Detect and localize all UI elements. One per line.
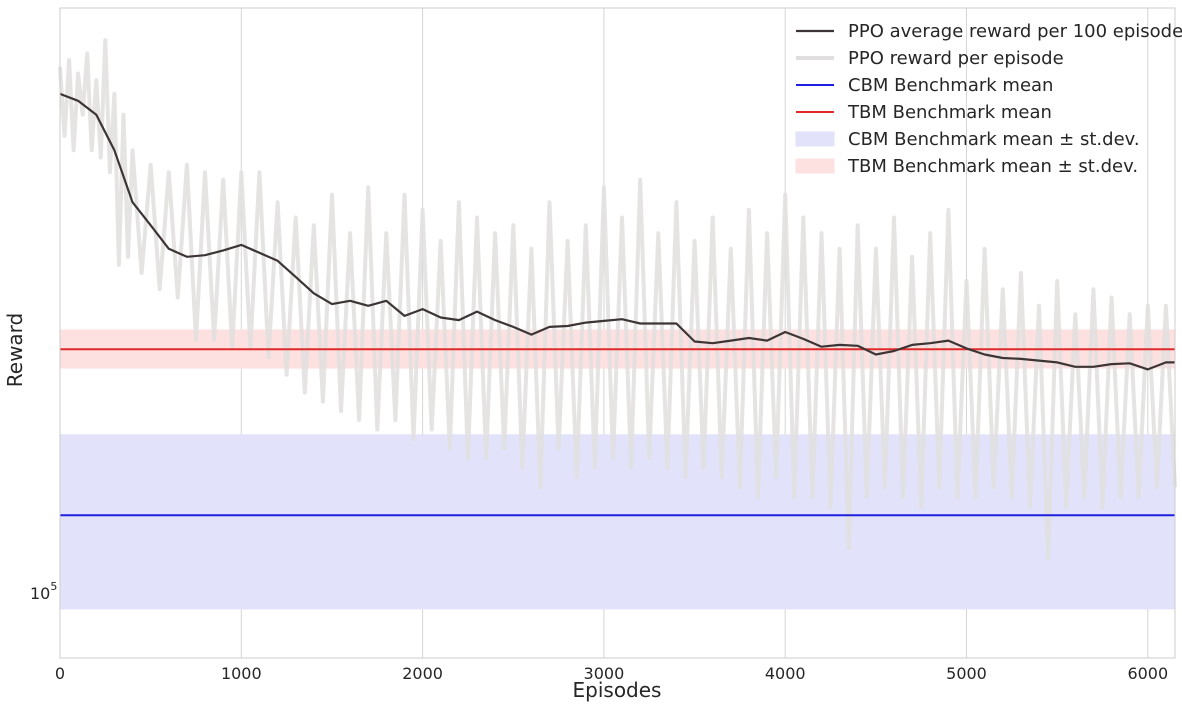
legend-tbm-band-swatch: [795, 158, 835, 174]
legend-ppo-average-label: PPO average reward per 100 episodes: [848, 21, 1182, 42]
legend: PPO average reward per 100 episodes PPO r…: [795, 21, 1182, 177]
x-tick-label: 4000: [765, 664, 806, 683]
benchmark-mean-lines: [60, 348, 1175, 517]
raw-series: [58, 38, 1177, 561]
legend-tbm-band-label: TBM Benchmark mean ± st.dev.: [847, 156, 1138, 177]
legend-cbm-band-swatch: [795, 131, 835, 147]
y-tick-label: 105: [30, 580, 57, 603]
x-tick-label: 0: [55, 664, 65, 683]
ppo-reward-per-episode-line: [58, 38, 1177, 561]
plot-frame: [59, 7, 1176, 659]
y-axis-label: Reward: [3, 313, 27, 387]
legend-tbm-mean-label: TBM Benchmark mean: [847, 102, 1052, 123]
x-tick-label: 2000: [402, 664, 443, 683]
legend-cbm-mean-label: CBM Benchmark mean: [848, 75, 1053, 96]
x-tick-labels: 0 1000 2000 3000 4000 5000 6000: [55, 664, 1168, 683]
x-tick-label: 1000: [221, 664, 262, 683]
x-tick-label: 6000: [1127, 664, 1168, 683]
x-axis-label: Episodes: [573, 678, 662, 702]
legend-ppo-per-episode-label: PPO reward per episode: [848, 48, 1064, 69]
cbm-std-band: [60, 434, 1175, 610]
ppo-average-reward-line: [59, 92, 1175, 371]
x-tick-label: 3000: [584, 664, 625, 683]
average-series: [59, 92, 1175, 371]
x-tick-label: 5000: [946, 664, 987, 683]
legend-cbm-band-label: CBM Benchmark mean ± st.dev.: [848, 129, 1140, 150]
y-tick-labels: 105: [30, 580, 57, 603]
